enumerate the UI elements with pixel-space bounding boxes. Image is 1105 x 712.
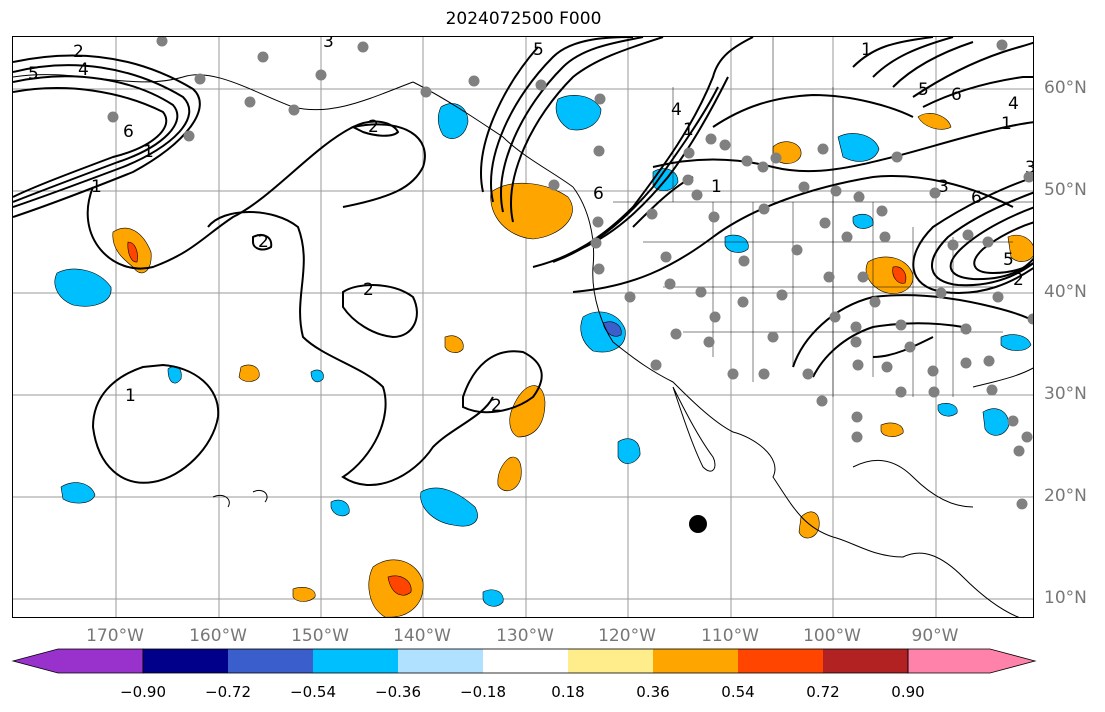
map-canvas: 2 5 4 5 6 3 1 2 1 2 2 1 2 1 6 4 1 1 6 5 … <box>13 37 1034 617</box>
contour-labels: 2 5 4 5 6 3 1 2 1 2 2 1 2 1 6 4 1 1 6 5 … <box>28 37 1034 416</box>
contour-label: 5 <box>1003 250 1014 270</box>
colorbar-tick: −0.90 <box>120 683 166 701</box>
colorbar-segment <box>823 649 908 673</box>
colorbar-segment <box>313 649 398 673</box>
colorbar-segment <box>228 649 313 673</box>
contour-label: 2 <box>73 42 84 62</box>
contour-label: 6 <box>123 122 134 142</box>
contour-label: 6 <box>593 184 604 204</box>
lon-label: 150°W <box>291 626 349 646</box>
contour-lines <box>13 37 1033 487</box>
lon-label: 130°W <box>496 626 554 646</box>
map-title: 2024072500 F000 <box>445 9 602 29</box>
colorbar-segment <box>653 649 738 673</box>
contour-label: 5 <box>533 40 544 60</box>
contour-label: 3 <box>1025 158 1034 178</box>
contour-label: 1 <box>143 142 154 162</box>
colorbar-tick: 0.36 <box>636 683 670 701</box>
colorbar-segment <box>398 649 483 673</box>
contour-label: 3 <box>938 177 949 197</box>
colorbar-tick: −0.72 <box>205 683 251 701</box>
station-markers <box>107 37 1033 510</box>
colorbar-tick: −0.36 <box>375 683 421 701</box>
colorbar-segment <box>483 649 568 673</box>
colorbar-segment <box>11 648 144 674</box>
contour-label: 4 <box>78 60 89 80</box>
lat-label: 40°N <box>1044 282 1087 302</box>
lon-label: 140°W <box>393 626 451 646</box>
lat-label: 20°N <box>1044 486 1087 506</box>
lon-label: 90°W <box>911 626 959 646</box>
colorbar-tick: −0.18 <box>460 683 506 701</box>
colorbar-segment <box>907 648 1037 674</box>
contour-label: 1 <box>91 177 102 197</box>
contour-label: 1 <box>683 120 694 140</box>
colorbar-tick: 0.18 <box>551 683 585 701</box>
colorbar-tick: −0.54 <box>290 683 336 701</box>
contour-label: 2 <box>368 117 379 137</box>
lon-label: 110°W <box>701 626 759 646</box>
contour-label: 1 <box>125 386 136 406</box>
lat-label: 10°N <box>1044 588 1087 608</box>
contour-label: 4 <box>1008 94 1019 114</box>
hurricane-center-marker <box>689 515 707 533</box>
lon-label: 100°W <box>803 626 861 646</box>
contour-label: 2 <box>491 396 502 416</box>
contour-label: 2 <box>258 232 269 252</box>
map-panel: 2 5 4 5 6 3 1 2 1 2 2 1 2 1 6 4 1 1 6 5 … <box>12 36 1034 618</box>
contour-label: 6 <box>971 188 982 208</box>
contour-label: 3 <box>323 37 334 52</box>
contour-label: 2 <box>1013 270 1024 290</box>
colorbar-segment <box>738 649 823 673</box>
contour-label: 5 <box>28 64 39 84</box>
colorbar-segment <box>568 649 653 673</box>
contour-label: 1 <box>861 40 872 60</box>
contour-label: 1 <box>711 177 722 197</box>
colorbar-tick: 0.72 <box>806 683 840 701</box>
lat-label: 50°N <box>1044 180 1087 200</box>
lat-label: 30°N <box>1044 384 1087 404</box>
lon-label: 160°W <box>189 626 247 646</box>
colorbar-tick: 0.54 <box>721 683 755 701</box>
lon-label: 120°W <box>598 626 656 646</box>
lat-label: 60°N <box>1044 78 1087 98</box>
colorbar-segment <box>143 649 228 673</box>
contour-label: 5 <box>918 80 929 100</box>
anomaly-shading <box>54 95 1033 617</box>
contour-label: 1 <box>1001 114 1012 134</box>
colorbar-tick: 0.90 <box>891 683 925 701</box>
lon-label: 170°W <box>86 626 144 646</box>
contour-label: 4 <box>671 100 682 120</box>
colorbar <box>11 648 1037 674</box>
coastlines <box>13 74 1033 617</box>
contour-label: 2 <box>363 280 374 300</box>
contour-label: 6 <box>951 85 962 105</box>
state-boundaries <box>613 37 1033 397</box>
